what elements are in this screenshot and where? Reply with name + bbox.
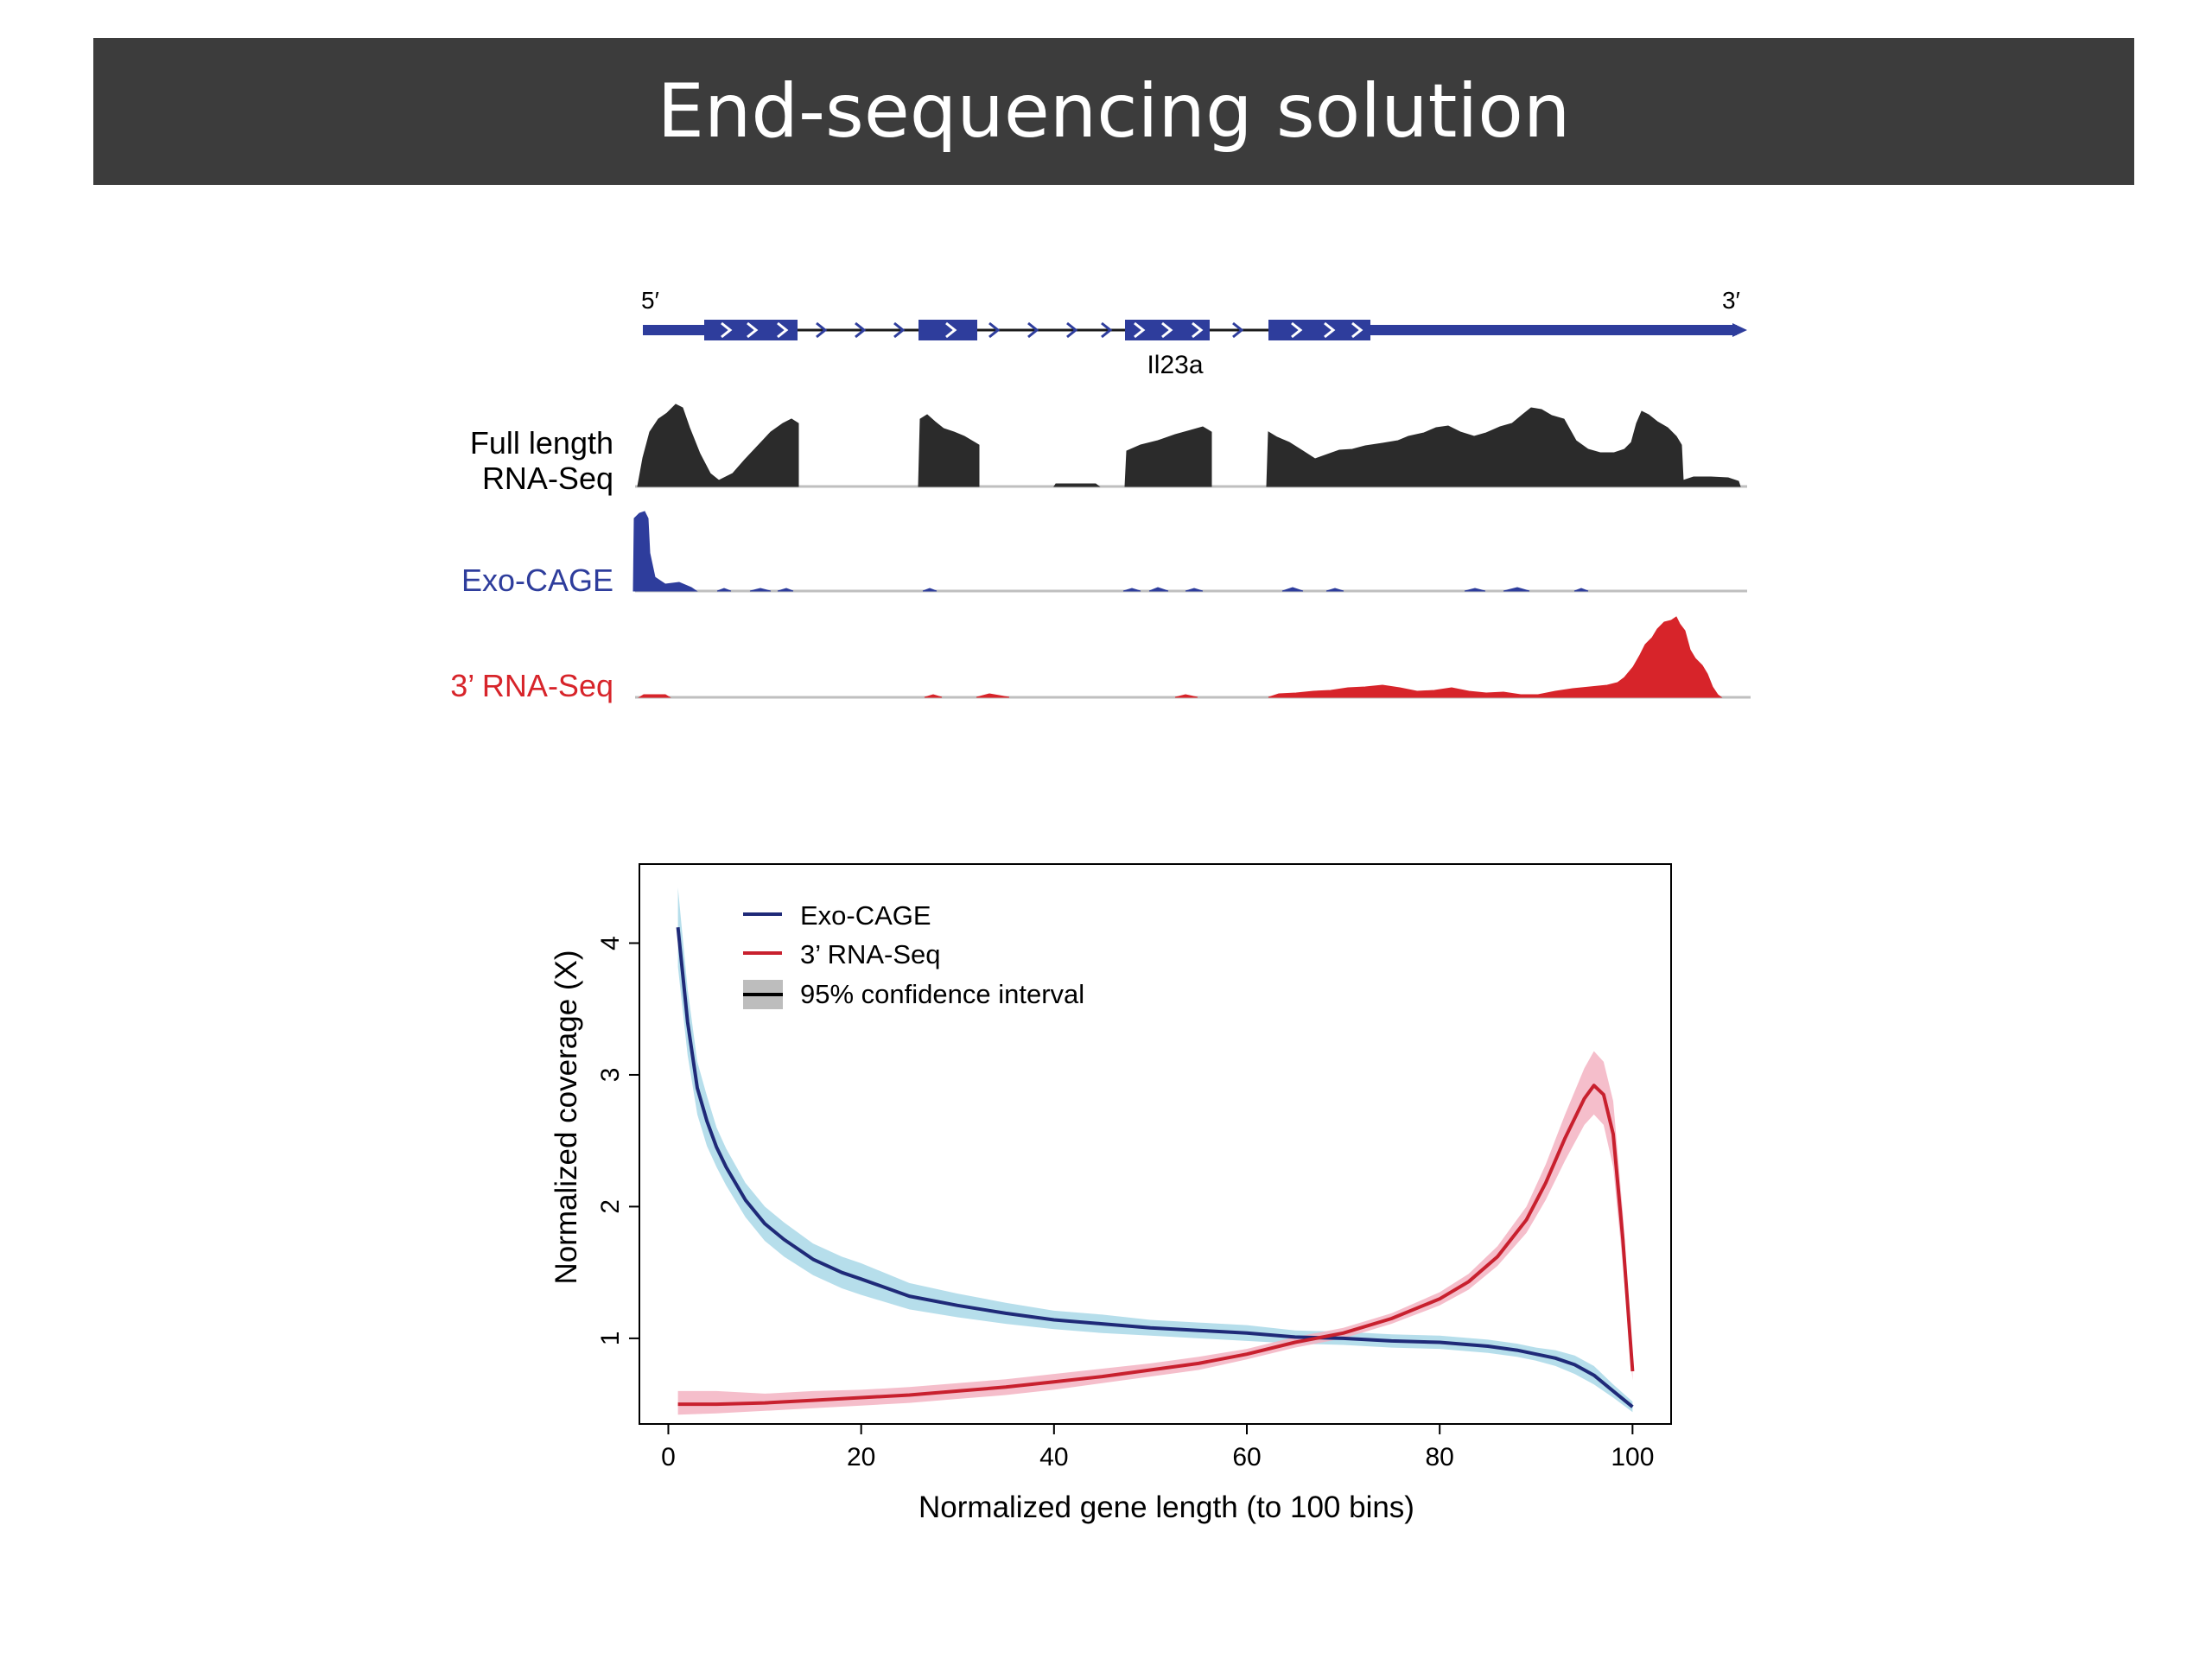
coverage-full-length (637, 404, 1741, 487)
x-axis: 0 20 40 60 80 100 (661, 1424, 1654, 1471)
gene-direction-chevron (777, 321, 789, 339)
track-exo-cage (632, 511, 1747, 593)
gene-direction-chevron (816, 321, 828, 339)
gene-model-exon (704, 320, 798, 340)
ci-band-exo-cage (677, 887, 1633, 1413)
gene-model-exon (918, 320, 977, 340)
gene-direction-chevron (1291, 321, 1303, 339)
gene-direction-chevron (1027, 321, 1039, 339)
gene-direction-chevrons (721, 321, 1363, 339)
three-prime-label: 3′ (1722, 287, 1740, 314)
gene-direction-chevron (945, 321, 957, 339)
gene-direction-chevron (855, 321, 867, 339)
x-tick-label: 60 (1232, 1443, 1261, 1471)
gene-direction-chevron (747, 321, 759, 339)
slide-title: End-sequencing solution (657, 68, 1571, 155)
track-full-length-rnaseq (635, 404, 1747, 488)
x-tick-label: 20 (847, 1443, 875, 1471)
gene-model (643, 320, 1747, 340)
gene-direction-chevron (1101, 321, 1113, 339)
series-line-exo-cage (676, 926, 1634, 1408)
series-line-3prime-rnaseq (677, 1084, 1635, 1407)
gene-model-exon (1268, 320, 1370, 340)
track-label-3prime-rnaseq: 3’ RNA-Seq (450, 668, 613, 703)
gene-direction-chevron (1192, 321, 1204, 339)
legend-label-3prime-rnaseq: 3’ RNA-Seq (800, 939, 941, 969)
gene-direction-chevron (1161, 321, 1173, 339)
gene-browser-panel: 5′ 3′ Il23a Full length RNA-Seq Exo-CAGE… (450, 287, 1751, 703)
track-label-exo-cage: Exo-CAGE (461, 563, 613, 598)
x-tick-label: 0 (661, 1443, 676, 1471)
x-axis-label: Normalized gene length (to 100 bins) (918, 1491, 1414, 1524)
track-3prime-rnaseq (635, 616, 1751, 699)
gene-direction-chevron (1351, 321, 1363, 339)
x-tick-label: 40 (1039, 1443, 1068, 1471)
y-axis-label: Normalized coverage (X) (550, 950, 583, 1284)
ci-band-3prime-rnaseq (677, 1051, 1633, 1415)
x-tick-label: 100 (1611, 1443, 1654, 1471)
confidence-bands (677, 887, 1633, 1415)
gene-direction-chevron (1232, 321, 1244, 339)
series-lines (676, 926, 1635, 1408)
gene-direction-chevron (721, 321, 733, 339)
y-tick-label: 4 (596, 936, 625, 950)
y-tick-label: 1 (596, 1332, 625, 1346)
legend-label-ci: 95% confidence interval (800, 979, 1084, 1009)
y-axis: 1 2 3 4 (596, 936, 639, 1345)
track-label-full-length-line2: RNA-Seq (482, 461, 613, 496)
five-prime-label: 5′ (641, 287, 659, 314)
coverage-3prime-rnaseq (638, 616, 1723, 698)
gene-direction-chevron (1324, 321, 1336, 339)
gene-direction-chevron (1066, 321, 1078, 339)
gene-name-label: Il23a (1147, 351, 1203, 379)
gene-direction-chevron (893, 321, 906, 339)
y-tick-label: 3 (596, 1068, 625, 1083)
gene-direction-chevron (988, 321, 1001, 339)
gene-model-exon (1125, 320, 1210, 340)
coverage-exo-cage (632, 511, 1589, 592)
chart-legend: Exo-CAGE 3’ RNA-Seq 95% confidence inter… (743, 900, 1084, 1009)
x-tick-label: 80 (1425, 1443, 1453, 1471)
plot-frame (639, 863, 1672, 1425)
metagene-line-chart: 0 20 40 60 80 100 1 2 3 4 Normalized gene length… (550, 863, 1672, 1524)
legend-label-exo-cage: Exo-CAGE (800, 900, 931, 931)
gene-model-end-arrow (1732, 323, 1747, 337)
slide-title-bar: End-sequencing solution (93, 38, 2134, 185)
gene-direction-chevron (1134, 321, 1146, 339)
y-tick-label: 2 (596, 1199, 625, 1214)
track-label-full-length-line1: Full length (470, 425, 613, 461)
